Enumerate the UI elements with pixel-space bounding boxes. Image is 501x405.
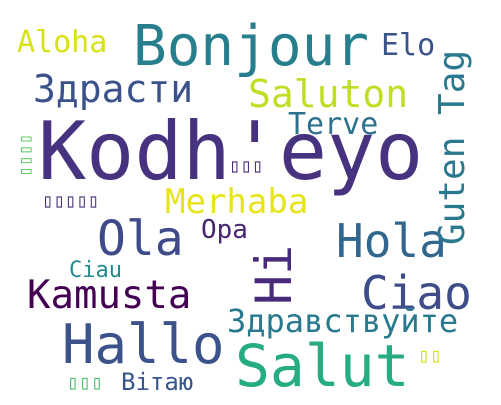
word-boxes-1: ▯▯▯▯▯ <box>42 190 100 212</box>
word-merhaba: Merhaba <box>165 182 309 222</box>
word-hallo: Hallo <box>62 313 225 376</box>
word-hi: Hi <box>245 244 303 305</box>
word-aloha: Aloha <box>17 25 108 60</box>
word-opa: Opa <box>201 215 248 245</box>
word-ciao: Ciao <box>361 266 472 320</box>
word-terve: Terve <box>288 107 379 142</box>
word-boxes-5: ▯▯ <box>418 343 443 367</box>
word-kamusta: Kamusta <box>27 273 192 318</box>
word-elo: Elo <box>381 28 436 63</box>
word-ciau: Ciau <box>69 258 122 283</box>
word-bonjour: Bonjour <box>133 14 370 79</box>
word-kodheyo: Kodh'eyo <box>38 105 424 198</box>
word-boxes-4: ▯▯▯ <box>67 370 104 394</box>
word-boxes-2: ▯▯▯▯ <box>15 133 36 177</box>
word-salut: Salut <box>235 332 410 400</box>
word-zdravstvuyte: Здравствуйте <box>227 302 459 340</box>
word-zdrasti: Здрасти <box>33 67 194 111</box>
word-saluton: Saluton <box>248 72 409 116</box>
word-boxes-3: ▯▯▯ <box>229 155 264 177</box>
word-vitayu: Вітаю <box>121 368 194 396</box>
word-guten-tag: Guten Tag <box>432 49 473 245</box>
word-hola: Hola <box>336 214 447 268</box>
word-ola: Ola <box>97 211 184 267</box>
